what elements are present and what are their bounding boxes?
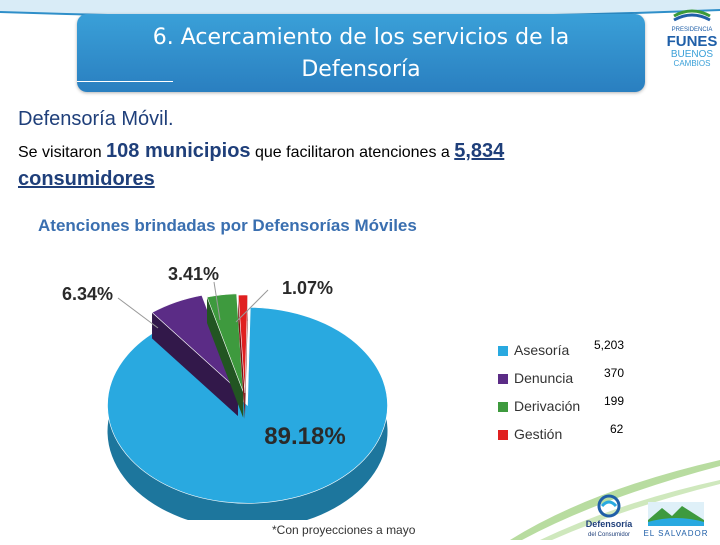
funes-logo: PRESIDENCIA FUNES BUENOS CAMBIOS (664, 4, 720, 70)
funes-line2-text: BUENOS (671, 49, 714, 60)
funes-top-text: PRESIDENCIA (672, 27, 713, 33)
percent-label-derivacion: 3.41% (168, 264, 219, 284)
pie-slice-wall-denuncia-0 (152, 312, 238, 416)
slide-title-line2: Defensoría (301, 57, 421, 82)
footnote: *Con proyecciones a mayo (272, 523, 416, 537)
legend-swatch-denuncia (498, 374, 508, 384)
el-salvador-logo-graphic: EL SALVADOR (643, 502, 708, 538)
slide-title-box (77, 14, 645, 92)
legend-swatch-derivacion (498, 402, 508, 412)
pie-slice-top-derivacion (206, 293, 244, 392)
title-underline (77, 81, 173, 82)
legend-swatch-gestion (498, 430, 508, 440)
legend-label-denuncia: Denuncia (514, 370, 574, 386)
legend-label-gestion: Gestión (514, 426, 563, 442)
green-wave-decoration (510, 460, 720, 540)
summary-text: Se visitaron 108 municipios que facilita… (18, 138, 708, 194)
legend-item-gestion: Gestión 62 (498, 422, 658, 446)
defensoria-logo-subtext: del Consumidor (588, 532, 630, 538)
percent-label-asesoria: 89.18% (264, 423, 345, 450)
pie-slice-asesoria (107, 307, 388, 520)
leader-line-2 (235, 289, 269, 323)
defensoria-logo: Defensoría del Consumidor (582, 494, 636, 540)
pie-slice-top-asesoria (107, 307, 388, 504)
summary-count: 5,834 (454, 140, 505, 162)
slide-title-line1: 6. Acercamiento de los servicios de la (152, 25, 570, 50)
pie-slice-wall-derivacion-0 (207, 297, 244, 418)
summary-consumidores: consumidores (18, 168, 155, 190)
summary-prefix: Se visitaron (18, 144, 102, 161)
el-salvador-logo: EL SALVADOR (638, 500, 714, 540)
slide-title: 6. Acercamiento de los servicios de la D… (77, 22, 645, 86)
pie-slice-derivacion (206, 293, 244, 418)
funes-name-text: FUNES (667, 33, 718, 50)
legend-swatch-asesoria (498, 346, 508, 356)
pie-slice-top-gestion (237, 294, 248, 394)
legend-item-denuncia: Denuncia 370 (498, 366, 658, 390)
pie-slice-top-denuncia (151, 294, 239, 391)
legend-label-asesoria: Asesoría (514, 342, 570, 358)
legend-value-derivacion: 199 (604, 394, 625, 408)
summary-municipios: 108 municipios (106, 140, 251, 162)
section-subtitle: Defensoría Móvil. (18, 108, 174, 130)
legend-value-gestion: 62 (610, 422, 624, 436)
pie-slice-wall-gestion-0 (238, 295, 245, 420)
legend-value-asesoria: 5,203 (594, 338, 625, 352)
legend-value-denuncia: 370 (604, 366, 625, 380)
percent-label-gestion: 1.07% (282, 278, 333, 298)
funes-logo-graphic: PRESIDENCIA FUNES BUENOS CAMBIOS (667, 9, 718, 68)
chart-title: Atenciones brindadas por Defensorías Móv… (38, 216, 417, 235)
pie-slice-gestion (237, 294, 248, 420)
pie-chart: 89.18% 6.34% 3.41% 1.07% (62, 264, 388, 520)
legend-item-asesoria: Asesoría 5,203 (498, 338, 658, 362)
leader-line-0 (117, 297, 159, 329)
el-salvador-text: EL SALVADOR (643, 529, 708, 538)
defensoria-logo-text: Defensoría (586, 519, 634, 529)
percent-label-denuncia: 6.34% (62, 284, 113, 304)
funes-line3-text: CAMBIOS (674, 59, 711, 68)
legend-label-derivacion: Derivación (514, 398, 581, 414)
leader-line-1 (213, 281, 221, 321)
defensoria-logo-graphic: Defensoría del Consumidor (586, 494, 634, 538)
summary-middle: que facilitaron atenciones a (255, 144, 450, 161)
legend-item-derivacion: Derivación 199 (498, 394, 658, 418)
